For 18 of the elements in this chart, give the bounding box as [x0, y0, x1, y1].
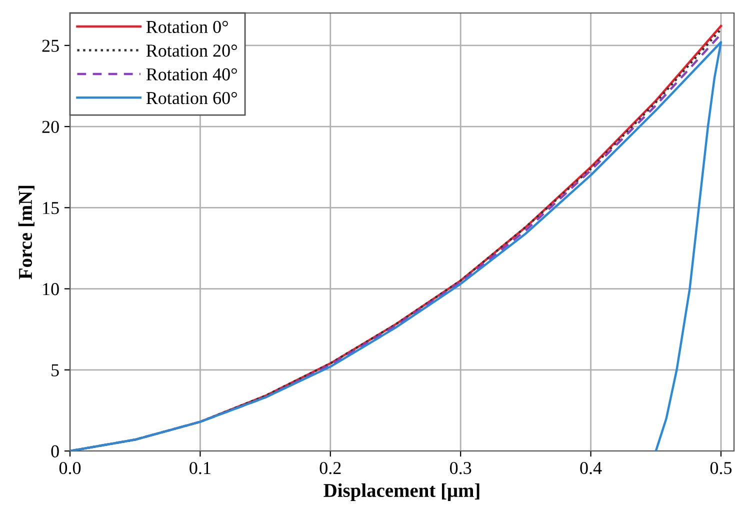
legend-label: Rotation 0° — [146, 20, 228, 34]
y-tick-label: 15 — [43, 202, 59, 214]
y-tick-label: 10 — [43, 283, 59, 296]
x-tick-label: 0.2 — [320, 462, 341, 474]
y-tick-label: 0 — [51, 445, 59, 458]
x-tick-label: 0.1 — [190, 462, 210, 474]
x-axis-title: Displacement [μm] — [324, 483, 480, 501]
y-tick-label: 25 — [42, 40, 59, 52]
legend-label: Rotation 60° — [146, 92, 237, 104]
legend-label: Rotation 20° — [146, 44, 237, 57]
y-tick-label: 20 — [42, 120, 59, 133]
x-tick-label: 0.5 — [710, 462, 732, 474]
legend-label: Rotation 40° — [146, 68, 237, 80]
y-tick-label: 5 — [52, 364, 59, 376]
y-axis-title: Force [mN] — [18, 186, 34, 280]
x-tick-label: 0.3 — [450, 462, 472, 474]
x-tick-label: 0.4 — [580, 462, 602, 474]
x-tick-label: 0.0 — [59, 462, 81, 474]
